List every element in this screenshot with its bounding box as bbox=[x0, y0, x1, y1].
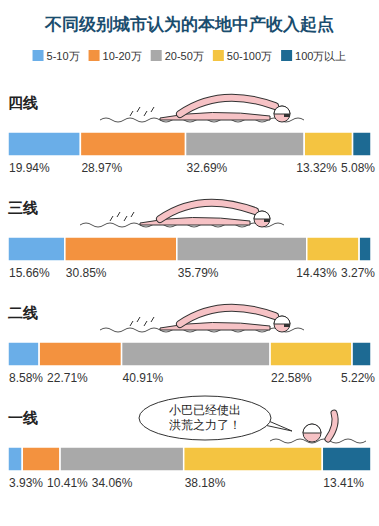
data-label: 19.94% bbox=[9, 161, 50, 175]
annotation: 洪荒之力了！ bbox=[169, 418, 241, 432]
data-label: 32.69% bbox=[187, 161, 228, 175]
splash bbox=[151, 317, 154, 322]
swimmer-arm bbox=[180, 98, 275, 114]
bar-segment bbox=[22, 447, 60, 471]
legend-swatch bbox=[213, 50, 224, 61]
bar-segment bbox=[8, 132, 80, 156]
swimmer-goggles bbox=[284, 114, 290, 117]
splash bbox=[137, 107, 140, 112]
bar-segment bbox=[304, 132, 352, 156]
splash bbox=[124, 216, 127, 221]
data-label: 28.97% bbox=[81, 161, 122, 175]
legend-label: 5-10万 bbox=[47, 50, 80, 62]
bar-segment bbox=[39, 342, 121, 366]
data-label: 3.93% bbox=[9, 476, 43, 490]
bar-segment bbox=[322, 447, 371, 471]
decoration bbox=[80, 98, 366, 443]
speech-bubble bbox=[139, 396, 271, 440]
data-label: 22.71% bbox=[47, 371, 88, 385]
data-label: 5.22% bbox=[341, 371, 375, 385]
category-label: 三线 bbox=[8, 199, 38, 216]
data-label: 35.79% bbox=[178, 266, 219, 280]
swimmer-cap bbox=[254, 211, 270, 219]
bar-segment bbox=[177, 237, 307, 261]
data-label: 40.91% bbox=[123, 371, 164, 385]
bars bbox=[8, 132, 371, 471]
data-label: 34.06% bbox=[92, 476, 133, 490]
swimmer-goggles bbox=[284, 324, 290, 327]
legend-swatch bbox=[281, 50, 292, 61]
legend-swatch bbox=[33, 50, 44, 61]
splash bbox=[151, 107, 154, 112]
chart-container: 不同级别城市认为的本地中产收入起点 5-10万 10-20万 20-50万 50-100… bbox=[0, 0, 379, 526]
bar-segment bbox=[186, 132, 305, 156]
splash bbox=[137, 317, 140, 322]
splash bbox=[144, 111, 147, 116]
swimmer-head bbox=[274, 316, 290, 332]
splash bbox=[130, 321, 133, 326]
splash bbox=[130, 111, 133, 116]
swimmer-arm bbox=[180, 98, 275, 114]
swimmer-cap bbox=[274, 316, 290, 324]
legend-label: 10-20万 bbox=[103, 50, 142, 62]
splash bbox=[144, 321, 147, 326]
swimmer bbox=[139, 396, 366, 443]
data-label: 3.27% bbox=[341, 266, 375, 280]
swimmer-head bbox=[274, 106, 290, 122]
splash bbox=[131, 212, 134, 217]
data-label: 30.85% bbox=[66, 266, 107, 280]
data-label: 13.32% bbox=[296, 161, 337, 175]
swimmer-arm bbox=[180, 308, 275, 324]
legend: 5-10万 10-20万 20-50万 50-100万 100万以上 bbox=[33, 50, 347, 62]
bar-segment bbox=[65, 237, 177, 261]
data-label: 10.41% bbox=[47, 476, 88, 490]
chart: 不同级别城市认为的本地中产收入起点 5-10万 10-20万 20-50万 50-100… bbox=[0, 0, 379, 526]
swimmer-arm bbox=[180, 308, 275, 324]
annotation: 小巴已经使出 bbox=[169, 403, 241, 417]
category-label: 一线 bbox=[8, 409, 38, 426]
bar-segment bbox=[359, 237, 371, 261]
data-label: 13.41% bbox=[323, 476, 364, 490]
data-label: 22.58% bbox=[271, 371, 312, 385]
bar-segment bbox=[8, 342, 39, 366]
labels: 四线 19.94% 28.97% 32.69% 13.32% 5.08% 三线 15.66% 3… bbox=[8, 94, 375, 490]
swimmer-arm bbox=[160, 203, 255, 219]
splash bbox=[110, 216, 113, 221]
swimmer-cap bbox=[303, 424, 321, 433]
data-label: 5.08% bbox=[341, 161, 375, 175]
bar-segment bbox=[8, 447, 22, 471]
bar-segment bbox=[122, 342, 271, 366]
swimmer-cap bbox=[274, 106, 290, 114]
bar-segment bbox=[352, 342, 371, 366]
title: 不同级别城市认为的本地中产收入起点 bbox=[44, 15, 334, 34]
swimmer bbox=[80, 203, 284, 227]
legend-label: 50-100万 bbox=[227, 50, 272, 62]
bar-segment bbox=[270, 342, 352, 366]
bar-segment bbox=[60, 447, 184, 471]
legend-swatch bbox=[151, 50, 162, 61]
bar-segment bbox=[80, 132, 185, 156]
bar-segment bbox=[184, 447, 323, 471]
swimmer-head bbox=[254, 211, 270, 227]
bar-segment bbox=[353, 132, 371, 156]
swimmer-arm bbox=[160, 203, 255, 219]
bar-segment bbox=[307, 237, 359, 261]
bar-segment bbox=[8, 237, 65, 261]
swimmer-goggles bbox=[264, 219, 270, 222]
legend-swatch bbox=[89, 50, 100, 61]
category-label: 二线 bbox=[8, 304, 38, 321]
swimmer-head bbox=[303, 424, 321, 442]
data-label: 8.58% bbox=[9, 371, 43, 385]
category-label: 四线 bbox=[8, 94, 38, 111]
data-label: 14.43% bbox=[296, 266, 337, 280]
swimmer-arm bbox=[328, 413, 335, 439]
swimmer bbox=[100, 98, 304, 122]
swimmer-arm bbox=[328, 413, 335, 439]
data-label: 38.18% bbox=[185, 476, 226, 490]
legend-label: 20-50万 bbox=[165, 50, 204, 62]
swimmer bbox=[100, 308, 304, 332]
splash bbox=[117, 212, 120, 217]
data-label: 15.66% bbox=[9, 266, 50, 280]
legend-label: 100万以上 bbox=[295, 50, 346, 62]
